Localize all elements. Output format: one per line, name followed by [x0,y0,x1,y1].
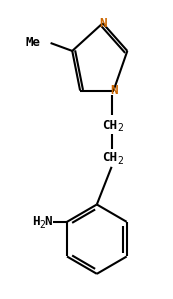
Text: 2: 2 [117,123,123,133]
Text: N: N [110,84,117,97]
Text: CH: CH [102,151,117,164]
Text: N: N [45,215,52,228]
Text: H: H [32,215,39,228]
Text: Me: Me [26,36,41,50]
Text: 2: 2 [117,156,123,166]
Text: N: N [99,17,107,30]
Text: CH: CH [102,119,117,132]
Text: 2: 2 [39,220,45,230]
